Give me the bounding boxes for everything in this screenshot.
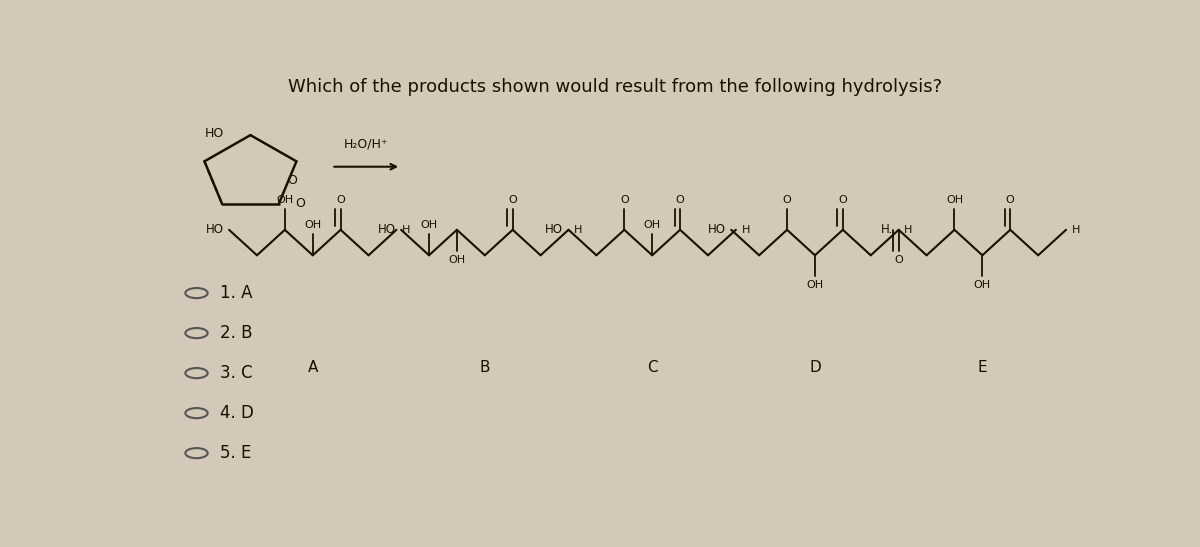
Text: H.: H. (881, 223, 893, 236)
Text: H₂O/H⁺: H₂O/H⁺ (344, 138, 389, 151)
Text: E: E (978, 360, 988, 375)
Text: OH: OH (806, 281, 823, 290)
Text: OH: OH (449, 255, 466, 265)
Text: HO: HO (545, 223, 563, 236)
Text: H: H (742, 225, 750, 235)
Text: H: H (1072, 225, 1080, 235)
Text: O: O (295, 197, 306, 210)
Text: O: O (676, 195, 684, 205)
Text: Which of the products shown would result from the following hydrolysis?: Which of the products shown would result… (288, 78, 942, 96)
Text: O: O (894, 255, 904, 265)
Text: H: H (905, 225, 913, 235)
Text: 1. A: 1. A (220, 284, 252, 302)
Text: D: D (809, 360, 821, 375)
Text: OH: OH (420, 220, 438, 230)
Text: OH: OH (973, 281, 991, 290)
Text: 5. E: 5. E (220, 444, 251, 462)
Text: O: O (782, 195, 792, 205)
Text: HO: HO (708, 223, 726, 236)
Text: H: H (574, 225, 582, 235)
Text: 2. B: 2. B (220, 324, 252, 342)
Text: O: O (839, 195, 847, 205)
Text: OH: OH (946, 195, 964, 205)
Text: OH: OH (304, 220, 322, 230)
Text: HO: HO (378, 223, 396, 236)
Text: O: O (336, 195, 346, 205)
Text: C: C (647, 360, 658, 375)
Text: B: B (480, 360, 490, 375)
Text: O: O (509, 195, 517, 205)
Text: 3. C: 3. C (220, 364, 252, 382)
Text: OH: OH (643, 220, 661, 230)
Text: HO: HO (205, 223, 223, 236)
Text: H: H (402, 225, 410, 235)
Text: O: O (1006, 195, 1015, 205)
Text: O: O (287, 174, 296, 187)
Text: HO: HO (205, 126, 224, 139)
Text: A: A (307, 360, 318, 375)
Text: OH: OH (276, 195, 294, 205)
Text: 4. D: 4. D (220, 404, 253, 422)
Text: O: O (620, 195, 629, 205)
